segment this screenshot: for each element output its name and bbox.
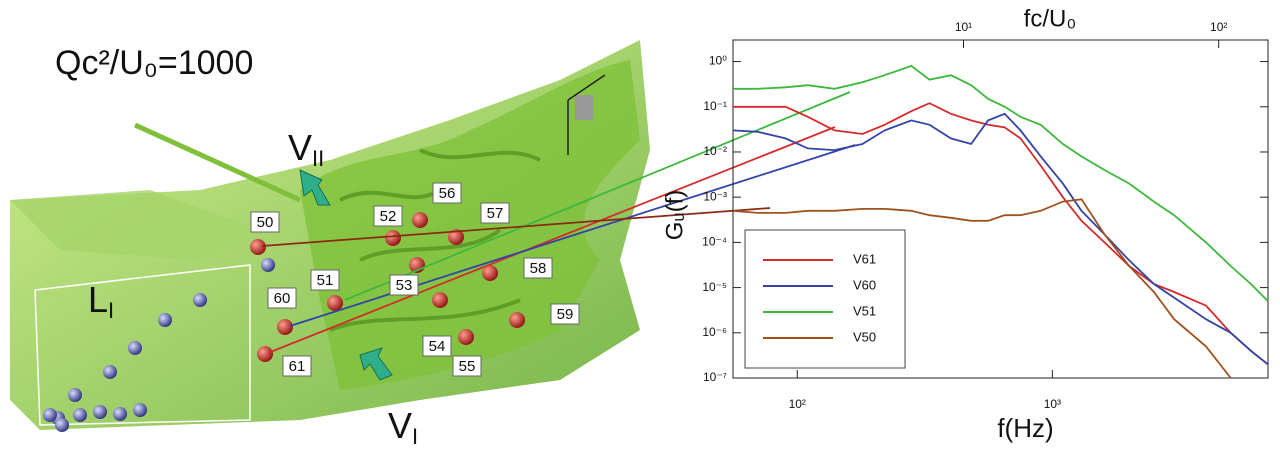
probe-box: [422, 335, 452, 357]
vortex-lower-label: VI: [388, 405, 418, 445]
x-axis-label: f(Hz): [997, 413, 1053, 443]
y-tick-label: 10⁻³: [703, 189, 727, 203]
red-sphere: [257, 346, 273, 362]
y-tick-label: 10⁻⁷: [703, 370, 727, 384]
probe-label: 56: [439, 185, 456, 202]
blue-sphere: [128, 341, 142, 355]
probe-label: 55: [459, 358, 476, 375]
probe-label: 59: [557, 306, 574, 323]
red-sphere: [448, 229, 464, 245]
blue-sphere: [261, 258, 275, 272]
x-tick-label: 10³: [1044, 397, 1061, 411]
y-tick-label: 10⁻²: [703, 144, 727, 158]
blue-sphere: [93, 405, 107, 419]
label-sub: II: [312, 146, 324, 171]
legend-label: V60: [853, 277, 876, 292]
probe-labels: 50 52 56 57 51 53 58 60 54 59 61 55: [250, 182, 580, 377]
y-tick-label: 10⁻⁶: [702, 325, 727, 339]
label-base: L: [88, 279, 108, 320]
y-axis-label: Gᵤ(f): [661, 190, 688, 241]
x2-tick-label: 10²: [1210, 20, 1227, 34]
blue-sphere: [113, 407, 127, 421]
red-sphere: [482, 265, 498, 281]
red-sphere: [277, 319, 293, 335]
series-line: [733, 64, 1269, 302]
probe-box: [523, 257, 553, 279]
probe-label: 50: [257, 214, 274, 231]
probe-box: [373, 205, 403, 227]
y-tick-label: 10⁻⁵: [702, 280, 727, 294]
probe-box: [310, 269, 340, 291]
label-sub: I: [108, 298, 114, 323]
blue-sphere: [55, 418, 69, 432]
y-tick-label: 10⁰: [709, 54, 727, 68]
label-base: V: [388, 405, 412, 445]
probe-label: 51: [317, 272, 334, 289]
series-line: [732, 198, 1232, 379]
viz-title: Qc²/U₀=1000: [55, 44, 253, 82]
vortex-upper-label: VII: [288, 127, 324, 171]
series-line: [732, 112, 1269, 366]
connectors: [261, 91, 856, 354]
probe-label: 53: [396, 277, 413, 294]
probe-box: [389, 274, 419, 296]
y-tick-label: 10⁻¹: [703, 99, 727, 113]
x-tick-label: 10²: [789, 397, 806, 411]
probe-box: [250, 211, 280, 233]
blue-sphere: [68, 388, 82, 402]
probe-label: 61: [289, 358, 306, 375]
legend-label: V51: [853, 303, 876, 318]
blue-sphere: [193, 293, 207, 307]
red-sphere: [250, 239, 266, 255]
blue-sphere: [133, 403, 147, 417]
probe-box: [432, 182, 462, 204]
blue-sphere: [43, 408, 57, 422]
probe-box: [267, 287, 297, 309]
series-line: [733, 102, 1269, 366]
probe-box: [550, 303, 580, 325]
red-sphere: [412, 212, 428, 228]
x2-tick-label: 10¹: [955, 20, 972, 34]
probe-label: 54: [429, 338, 446, 355]
red-sphere: [509, 312, 525, 328]
plot-frame: [732, 39, 1269, 379]
probe-label: 60: [274, 290, 291, 307]
red-sphere: [458, 329, 474, 345]
label-base: V: [288, 127, 312, 168]
blue-sphere: [73, 408, 87, 422]
probe-box: [480, 202, 510, 224]
probe-label: 52: [380, 208, 397, 225]
x2-axis-label: fc/U₀: [1024, 5, 1077, 32]
red-sphere: [432, 292, 448, 308]
red-sphere: [385, 230, 401, 246]
legend-box: [744, 229, 906, 369]
legend-label: V61: [853, 251, 876, 266]
legend-label: V50: [853, 329, 876, 344]
blue-sphere: [158, 313, 172, 327]
probe-box: [282, 355, 312, 377]
red-sphere: [327, 295, 343, 311]
label-sub: I: [412, 424, 418, 445]
blue-sphere: [103, 365, 117, 379]
spectrum-chart: 10⁰ 10⁻¹ 10⁻² 10⁻³ 10⁻⁴ 10⁻⁵ 10⁻⁶ 10⁻⁷ 10² 10³ 10¹…: [661, 5, 1269, 443]
leading-edge-label: LI: [88, 279, 114, 323]
probe-label: 58: [530, 260, 547, 277]
probe-box: [452, 355, 482, 377]
y-tick-label: 10⁻⁴: [702, 235, 727, 249]
probe-label: 57: [487, 205, 504, 222]
